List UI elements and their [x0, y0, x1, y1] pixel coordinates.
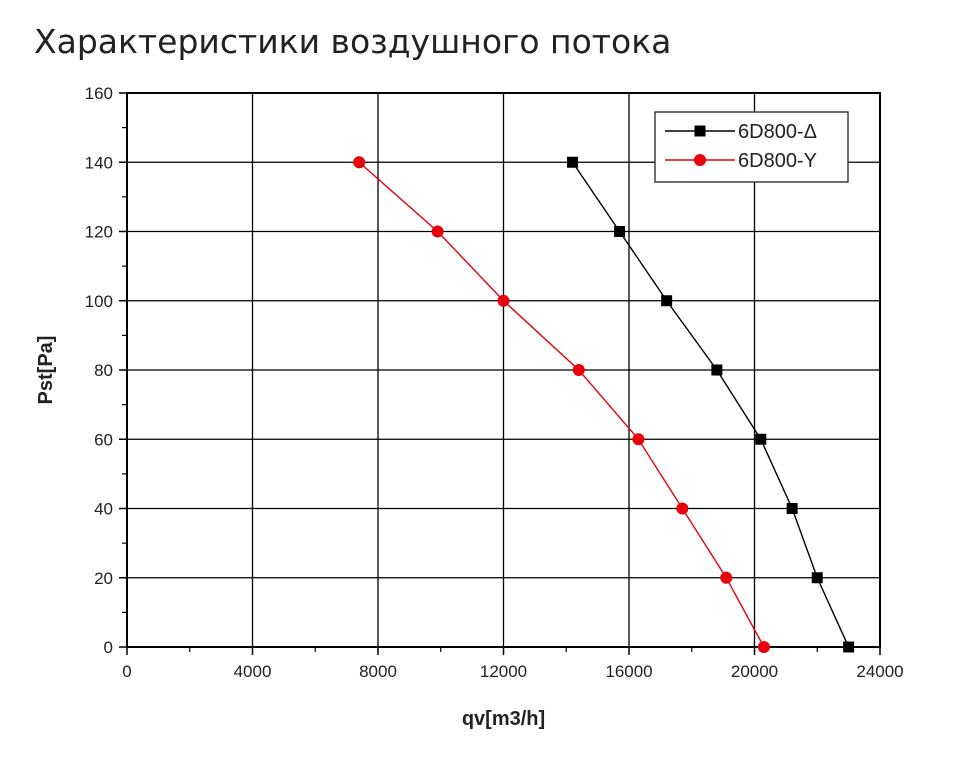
data-point [567, 156, 579, 168]
legend-box [654, 111, 849, 183]
legend-item: 6D800-Y [665, 150, 817, 172]
data-point [843, 641, 855, 653]
y-axis-label: Pst[Pa] [35, 336, 57, 405]
data-point [711, 364, 723, 376]
data-point [632, 433, 645, 446]
x-tick-label: 16000 [605, 662, 652, 681]
series-layer [353, 156, 855, 653]
series-line [571, 161, 850, 648]
series-0 [567, 156, 855, 653]
legend: 6D800-Δ 6D800-Y [654, 111, 849, 183]
series-line [358, 161, 765, 648]
x-tick-label: 24000 [856, 662, 903, 681]
y-tick-label: 40 [94, 500, 113, 519]
data-point [572, 364, 585, 376]
data-point [811, 572, 823, 584]
y-tick-label: 160 [85, 84, 113, 103]
legend-label: 6D800-Δ [738, 121, 817, 143]
data-point [786, 503, 798, 514]
data-point [497, 294, 510, 307]
data-point [676, 502, 689, 515]
plot-frame [126, 92, 881, 648]
data-point [755, 433, 767, 445]
data-point [661, 295, 673, 307]
y-tick-label: 60 [94, 430, 113, 449]
x-tick-label: 20000 [731, 662, 778, 681]
y-tick-label: 0 [104, 638, 113, 657]
data-point [431, 225, 444, 238]
series-1 [353, 156, 770, 653]
data-point [614, 226, 626, 237]
y-tick-label: 140 [85, 153, 113, 172]
y-tick-label: 120 [85, 223, 113, 242]
x-tick-label: 12000 [480, 662, 527, 681]
legend-marker [694, 154, 706, 166]
data-point [757, 641, 770, 653]
data-point [353, 156, 366, 169]
y-tick-label: 20 [94, 569, 113, 588]
legend-item: 6D800-Δ [665, 121, 817, 143]
axis-ticks: 0 4000 8000 12000 16000 20000 24000 0 20 40 60 80 10… [85, 84, 904, 681]
x-tick-label: 8000 [359, 662, 397, 681]
legend-marker [694, 125, 706, 137]
x-tick-label: 4000 [234, 662, 272, 681]
page-title: Характеристики воздушного потока [34, 22, 672, 61]
y-tick-label: 100 [85, 292, 113, 311]
y-tick-label: 80 [94, 361, 113, 380]
x-tick-label: 0 [122, 662, 131, 681]
x-axis-label: qv[m3/h] [462, 708, 545, 730]
legend-label: 6D800-Y [738, 150, 817, 172]
data-point [720, 571, 733, 584]
